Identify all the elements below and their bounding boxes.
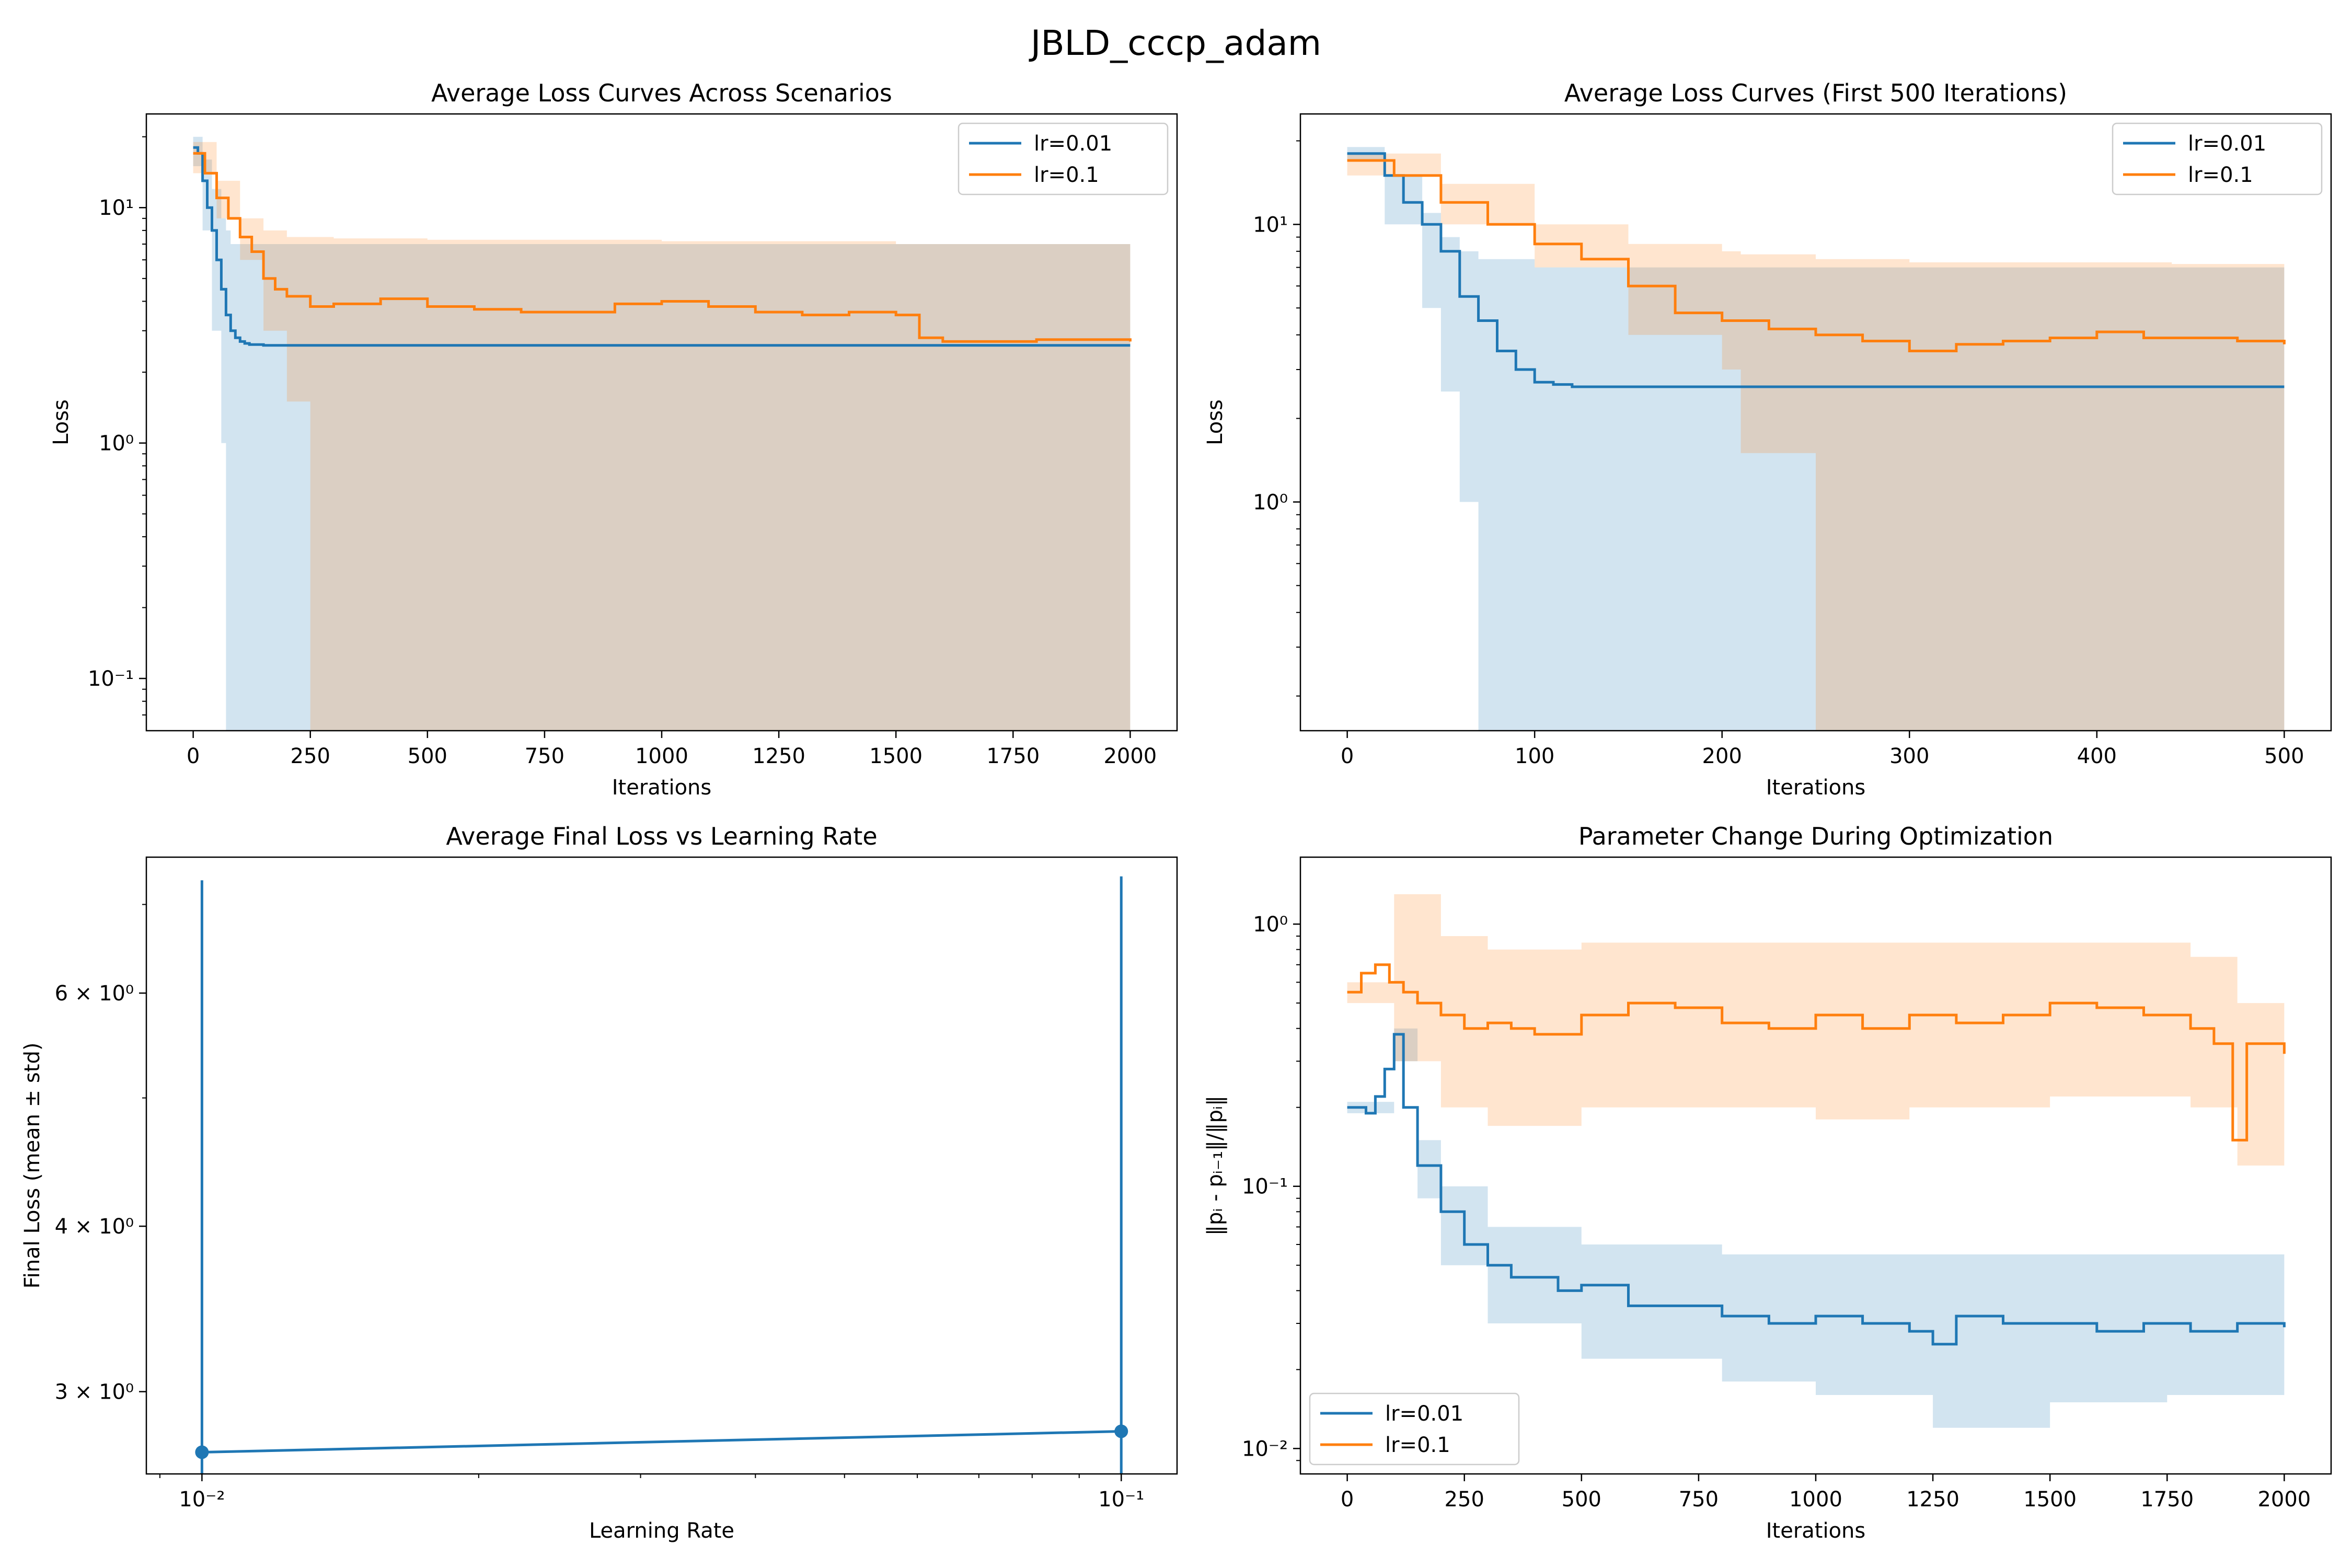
x-tick-label: 1500 [2023,1488,2077,1512]
legend-frame [1309,1392,1520,1466]
x-tick-label: 500 [408,744,447,768]
legend-label: lr=0.01 [2188,132,2266,156]
x-tick-label: 0 [1341,744,1354,768]
legend-label: lr=0.1 [1385,1433,1450,1457]
chart-loss-curves-all: 0 250 500 750 1000 1250 1500 1750 2000 10⁻¹ 10⁰ 10¹… [49,79,1178,800]
axes-title: Average Loss Curves Across Scenarios [431,79,892,107]
x-tick-label: 10⁻² [179,1488,225,1512]
std-band-lr-0-01 [1347,1028,2285,1428]
x-tick-label: 500 [2264,744,2304,768]
x-tick-label: 100 [1515,744,1554,768]
std-band-lr-0-1 [1347,153,2285,731]
x-tick-label: 1750 [2140,1488,2194,1512]
series-line-lr-0-1 [1347,159,2286,352]
y-tick-label: 10¹ [99,196,134,220]
x-tick-label: 250 [291,744,330,768]
y-axis-label: Loss [1203,399,1227,445]
x-axis-label: Iterations [1766,1519,1866,1543]
legend-frame [2112,122,2323,195]
y-axis-label: Final Loss (mean ± std) [20,1043,44,1289]
std-band-lr-0-01 [193,136,1131,731]
axes-frame [145,856,1178,1475]
x-tick-label: 1500 [869,744,923,768]
legend-label: lr=0.1 [2188,163,2253,187]
legend: lr=0.01 lr=0.1 [2112,122,2323,195]
x-tick-label: 200 [1702,744,1742,768]
x-tick-label: 750 [1679,1488,1719,1512]
x-tick-label: 2000 [1103,744,1157,768]
data-point [1114,1424,1128,1438]
std-band-lr-0-1 [193,142,1131,731]
x-axis-label: Learning Rate [589,1519,734,1543]
y-tick-label: 10⁻¹ [1242,1175,1288,1199]
x-tick-label: 250 [1445,1488,1484,1512]
x-tick-label: 750 [525,744,564,768]
plot-area [195,876,1128,1474]
y-tick-label: 3 × 10⁰ [55,1380,134,1404]
legend: lr=0.01 lr=0.1 [958,122,1169,195]
x-tick-label: 0 [187,744,200,768]
mean-line [202,1430,1122,1454]
std-band-lr-0-1 [1347,894,2285,1166]
x-tick-label: 1250 [752,744,805,768]
x-tick-label: 10⁻¹ [1098,1488,1144,1512]
x-axis-label: Iterations [612,776,712,800]
axes-title: Average Final Loss vs Learning Rate [446,822,877,850]
chart-loss-curves-first-500: 0 100 200 300 400 500 10⁰ 10¹ Average Loss Curve… [1203,79,2332,800]
series-line-lr-0-01 [193,146,1131,347]
x-tick-label: 0 [1341,1488,1354,1512]
chart-parameter-change: 0 250 500 750 1000 1250 1500 1750 2000 10⁻² 10⁻¹ 10… [1203,822,2332,1543]
figure-suptitle: JBLD_cccp_adam [1029,23,1321,63]
x-tick-label: 1250 [1906,1488,1959,1512]
legend-label: lr=0.01 [1034,132,1112,156]
y-tick-label: 10⁻¹ [88,667,134,691]
y-tick-label: 10⁰ [1253,490,1288,514]
x-tick-label: 500 [1562,1488,1601,1512]
axes-title: Parameter Change During Optimization [1578,822,2053,850]
x-tick-label: 1750 [986,744,1040,768]
y-tick-label: 10⁻² [1242,1437,1288,1461]
plot-area [1347,894,2286,1428]
data-point [195,1445,209,1459]
x-tick-label: 1000 [635,744,688,768]
legend-label: lr=0.01 [1385,1402,1463,1426]
plot-area [193,136,1132,731]
y-tick-label: 10⁰ [1253,913,1288,937]
y-tick-label: 6 × 10⁰ [55,982,134,1006]
chart-final-loss-vs-lr: 10⁻² 10⁻¹ 3 × 10⁰ 4 × 10⁰ 6 × 10⁰ Average Fin… [20,822,1178,1543]
legend: lr=0.01 lr=0.1 [1309,1392,1520,1466]
y-tick-label: 10¹ [1253,213,1288,237]
axes-frame [1299,113,2332,732]
y-tick-label: 4 × 10⁰ [55,1215,134,1239]
x-axis-label: Iterations [1766,776,1866,800]
series-line-lr-0-1 [193,152,1132,343]
y-axis-label: Loss [49,399,73,445]
y-tick-label: 10⁰ [99,432,134,456]
series-line-lr-0-1 [1347,963,2286,1142]
series-line-lr-0-01 [1347,1033,2286,1346]
std-band-lr-0-01 [1347,147,2285,731]
plot-area [1347,147,2286,731]
x-tick-label: 400 [2077,744,2117,768]
y-axis-label: ‖pᵢ - pᵢ₋₁‖/‖pᵢ‖ [1203,1096,1227,1236]
axes-title: Average Loss Curves (First 500 Iteration… [1564,79,2067,107]
series-line-lr-0-01 [1347,152,2285,388]
x-tick-label: 1000 [1789,1488,1842,1512]
legend-frame [958,122,1169,195]
x-tick-label: 300 [1889,744,1929,768]
legend-label: lr=0.1 [1034,163,1099,187]
x-tick-label: 2000 [2257,1488,2311,1512]
